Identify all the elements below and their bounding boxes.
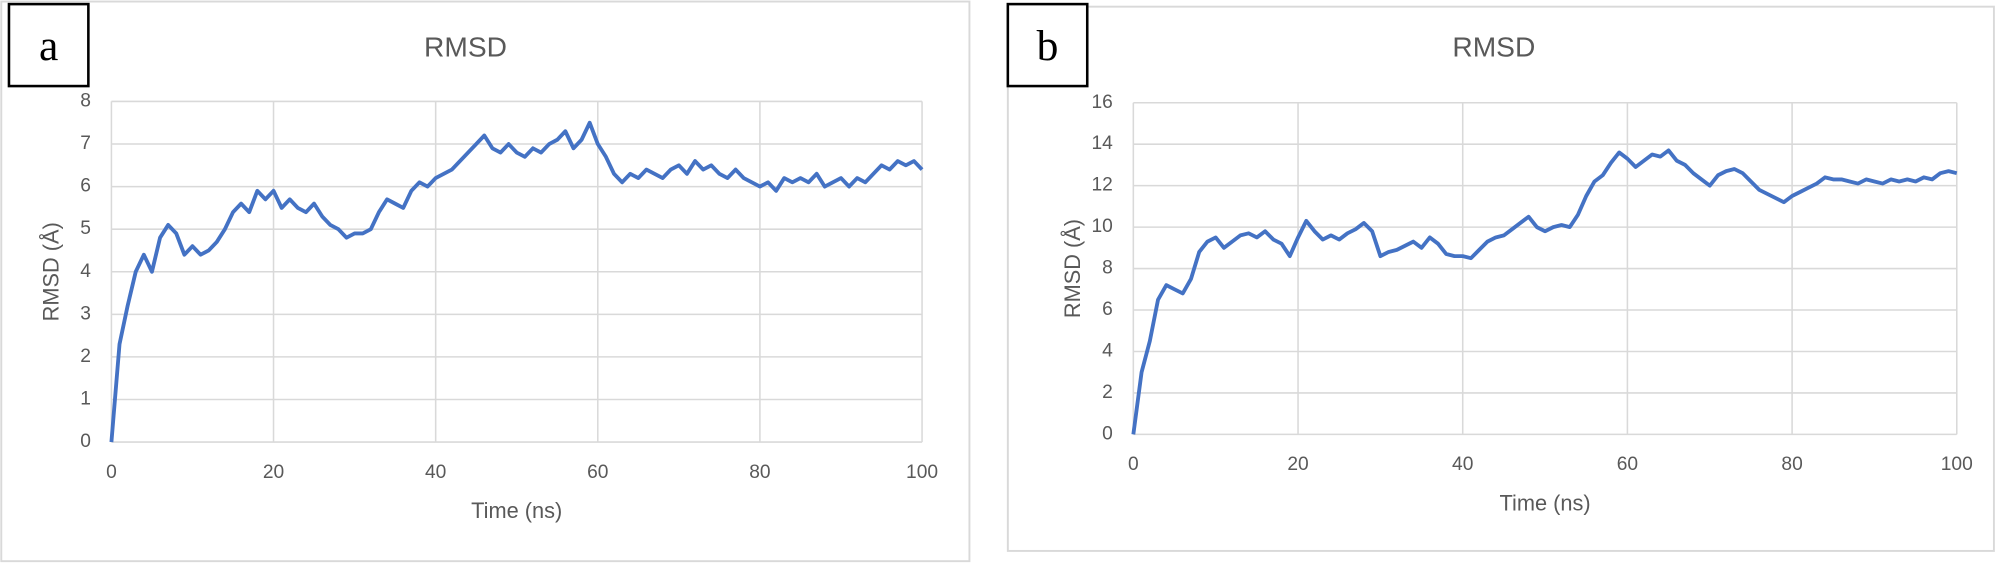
x-tick-label: 20: [1287, 454, 1308, 475]
y-tick-label: 2: [80, 346, 91, 367]
x-tick-label: 100: [906, 462, 938, 483]
y-tick-label: 3: [80, 303, 91, 324]
x-tick-label: 60: [587, 462, 608, 483]
y-tick-label: 16: [1092, 92, 1113, 113]
y-tick-label: 14: [1092, 133, 1114, 154]
y-tick-label: 4: [1102, 341, 1113, 362]
y-tick-label: 4: [80, 261, 91, 282]
panel-label-box: [1006, 2, 1089, 88]
y-tick-label: 8: [1102, 258, 1113, 279]
panel-border: [1006, 5, 1995, 552]
data-line: [109, 120, 924, 443]
x-tick-label: 0: [1128, 454, 1139, 475]
y-tick-label: 6: [80, 176, 91, 197]
y-tick-label: 0: [1102, 423, 1113, 444]
x-tick-label: 0: [106, 462, 117, 483]
x-tick-label: 40: [1452, 454, 1473, 475]
x-tick-label: 40: [425, 462, 446, 483]
panel-label-box: [7, 2, 90, 88]
y-tick-label: 0: [80, 431, 91, 452]
y-tick-label: 7: [80, 133, 91, 154]
x-tick-label: 20: [263, 462, 284, 483]
panel-label: a: [39, 22, 58, 70]
chart-title: RMSD: [424, 30, 507, 62]
y-tick-label: 8: [80, 91, 91, 112]
y-axis-label: RMSD (Å): [1060, 219, 1085, 318]
x-axis-label: Time (ns): [471, 498, 562, 523]
data-line: [1131, 148, 1958, 435]
x-tick-label: 100: [1941, 454, 1973, 475]
y-tick-label: 10: [1092, 216, 1113, 237]
y-tick-label: 1: [80, 389, 91, 410]
x-tick-label: 80: [749, 462, 770, 483]
y-tick-label: 2: [1102, 382, 1113, 403]
x-tick-label: 60: [1617, 454, 1638, 475]
panel-border: [0, 0, 971, 563]
y-axis-label: RMSD (Å): [38, 222, 63, 321]
y-tick-label: 12: [1092, 175, 1113, 196]
y-tick-label: 6: [1102, 299, 1113, 320]
chart-title: RMSD: [1452, 30, 1535, 62]
x-tick-label: 80: [1781, 454, 1802, 475]
y-tick-label: 5: [80, 218, 91, 239]
x-axis-label: Time (ns): [1500, 491, 1591, 516]
panel-label: b: [1037, 22, 1059, 70]
